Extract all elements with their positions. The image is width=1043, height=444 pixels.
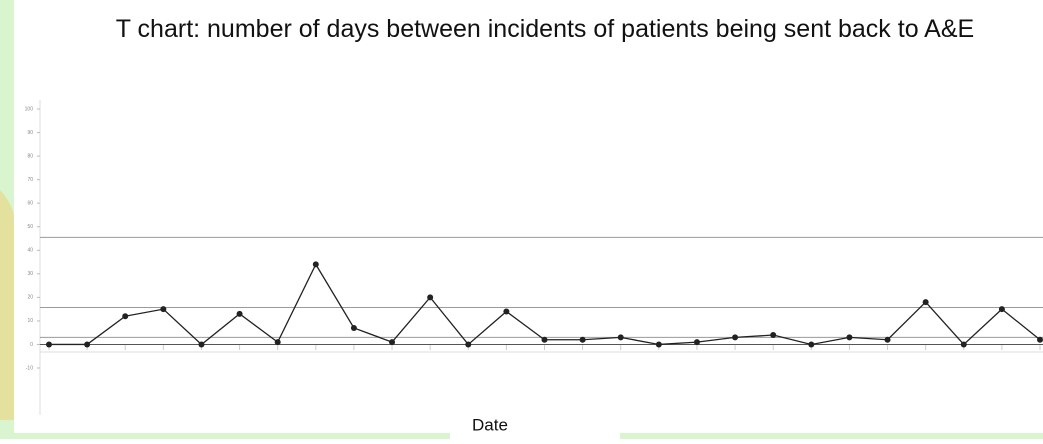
y-tick-label: 90 <box>27 130 33 136</box>
data-point <box>885 337 891 343</box>
y-tick-label: 10 <box>27 318 33 324</box>
data-point <box>275 339 281 345</box>
data-point <box>961 341 967 347</box>
y-tick-label: 70 <box>27 177 33 183</box>
chart: T chart: number of days between incident… <box>0 0 1043 439</box>
y-tick-label: 20 <box>27 295 33 301</box>
side-illustration <box>0 190 14 420</box>
bottom-strip <box>620 433 1043 439</box>
data-point <box>808 341 814 347</box>
y-tick-label: 0 <box>30 342 33 348</box>
y-tick-label: 80 <box>27 153 33 159</box>
data-point <box>84 341 90 347</box>
data-point <box>542 337 548 343</box>
data-point <box>465 341 471 347</box>
data-point <box>846 334 852 340</box>
data-point <box>198 341 204 347</box>
bottom-strip <box>0 433 450 439</box>
data-point <box>656 341 662 347</box>
data-point <box>1037 337 1043 343</box>
data-point <box>999 306 1005 312</box>
data-point <box>160 306 166 312</box>
data-point <box>732 334 738 340</box>
data-point <box>618 334 624 340</box>
series-line <box>49 264 1040 344</box>
data-point <box>580 337 586 343</box>
y-tick-label: 100 <box>25 106 34 112</box>
data-point <box>351 325 357 331</box>
data-point <box>313 261 319 267</box>
data-point <box>923 299 929 305</box>
y-tick-label: 40 <box>27 248 33 254</box>
data-point <box>389 339 395 345</box>
x-axis-label: Date <box>472 415 508 434</box>
data-point <box>237 311 243 317</box>
y-tick-label: -10 <box>26 365 33 371</box>
title-box: T chart: number of days between incident… <box>60 10 1030 90</box>
y-tick-label: 30 <box>27 271 33 277</box>
chart-title: T chart: number of days between incident… <box>60 10 1030 48</box>
y-tick-label: 60 <box>27 201 33 207</box>
data-point <box>122 313 128 319</box>
data-point <box>46 341 52 347</box>
page: {"chart_data": { "type": "line", "title"… <box>0 0 1043 439</box>
data-point <box>770 332 776 338</box>
y-tick-label: 50 <box>27 224 33 230</box>
data-point <box>427 294 433 300</box>
data-point <box>503 308 509 314</box>
data-point <box>694 339 700 345</box>
